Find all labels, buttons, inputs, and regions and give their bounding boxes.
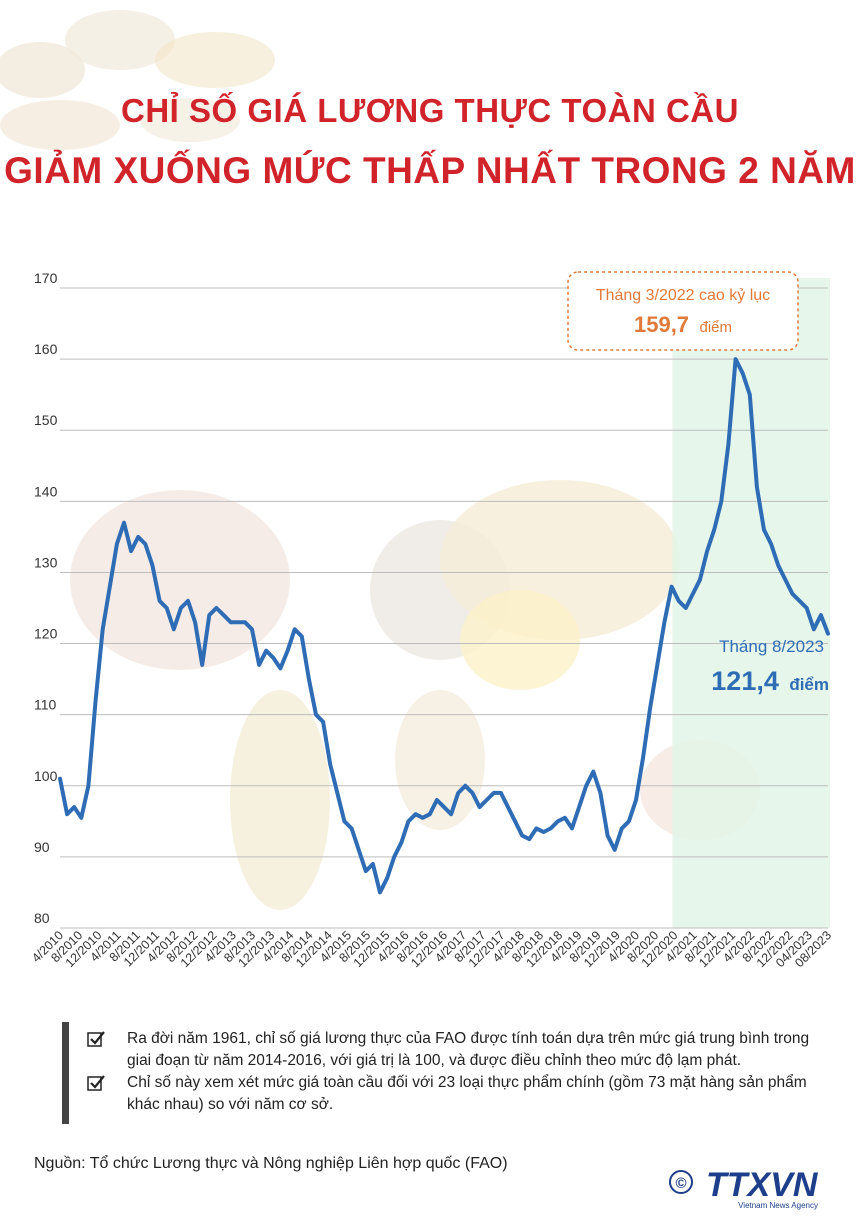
world-map-background — [70, 480, 760, 910]
last-callout-value: 121,4 — [711, 666, 779, 696]
checkbox-check-icon — [87, 1031, 105, 1047]
y-tick-label: 90 — [34, 839, 50, 855]
grain-bowls-decoration — [0, 10, 275, 150]
ttxvn-logo: © TTXVN Vietnam News Agency — [669, 1166, 819, 1210]
y-tick-label: 120 — [34, 626, 58, 642]
notes-panel: Ra đời năm 1961, chỉ số giá lương thực c… — [62, 1022, 832, 1124]
y-axis-ticks: 80 90 100 110 120 130 140 150 160 170 — [34, 270, 58, 926]
grid-lines — [60, 287, 828, 929]
source-text: Nguồn: Tổ chức Lương thực và Nông nghiệp… — [34, 1155, 508, 1172]
peak-callout-unit: điểm — [700, 319, 733, 336]
peak-callout-value: 159,7 — [634, 312, 689, 337]
highlight-band — [672, 278, 830, 928]
y-tick-label: 140 — [34, 483, 58, 499]
note-text: Chỉ số này xem xét mức giá toàn cầu đối … — [127, 1074, 807, 1113]
peak-callout-label: Tháng 3/2022 cao kỷ lục — [596, 287, 770, 304]
food-price-index-chart: 80 90 100 110 120 130 140 150 160 170 4/20108/201… — [29, 270, 834, 970]
annotations: Tháng 3/2022 cao kỷ lục 159,7 điểm Tháng… — [567, 271, 829, 696]
last-callout-value-line: 121,4 điểm — [711, 666, 829, 696]
logo-brand: TTXVN — [706, 1166, 819, 1204]
title-line-2: GIẢM XUỐNG MỨC THẤP NHẤT TRONG 2 NĂM — [4, 150, 856, 191]
y-tick-label: 100 — [34, 768, 58, 784]
note-text: Ra đời năm 1961, chỉ số giá lương thực c… — [127, 1030, 810, 1069]
logo-tagline: Vietnam News Agency — [738, 1201, 818, 1210]
y-tick-label: 150 — [34, 412, 58, 428]
y-tick-label: 80 — [34, 910, 50, 926]
title-line-1: CHỈ SỐ GIÁ LƯƠNG THỰC TOÀN CẦU — [121, 92, 739, 129]
note-item: Ra đời năm 1961, chỉ số giá lương thực c… — [87, 1028, 837, 1072]
peak-callout-box — [567, 271, 799, 351]
logo-copyright: © — [675, 1175, 686, 1192]
x-axis-ticks: 4/20108/201012/20104/20118/201112/20114/… — [29, 928, 834, 970]
y-tick-label: 130 — [34, 554, 58, 570]
peak-callout-value-line: 159,7 điểm — [634, 312, 732, 337]
series-line — [58, 357, 830, 895]
note-item: Chỉ số này xem xét mức giá toàn cầu đối … — [87, 1072, 837, 1116]
last-callout-unit: điểm — [789, 675, 829, 694]
y-tick-label: 110 — [34, 697, 57, 713]
last-callout-label: Tháng 8/2023 — [719, 637, 824, 656]
y-tick-label: 160 — [34, 341, 58, 357]
checkbox-check-icon — [87, 1075, 105, 1091]
y-tick-label: 170 — [34, 270, 58, 286]
